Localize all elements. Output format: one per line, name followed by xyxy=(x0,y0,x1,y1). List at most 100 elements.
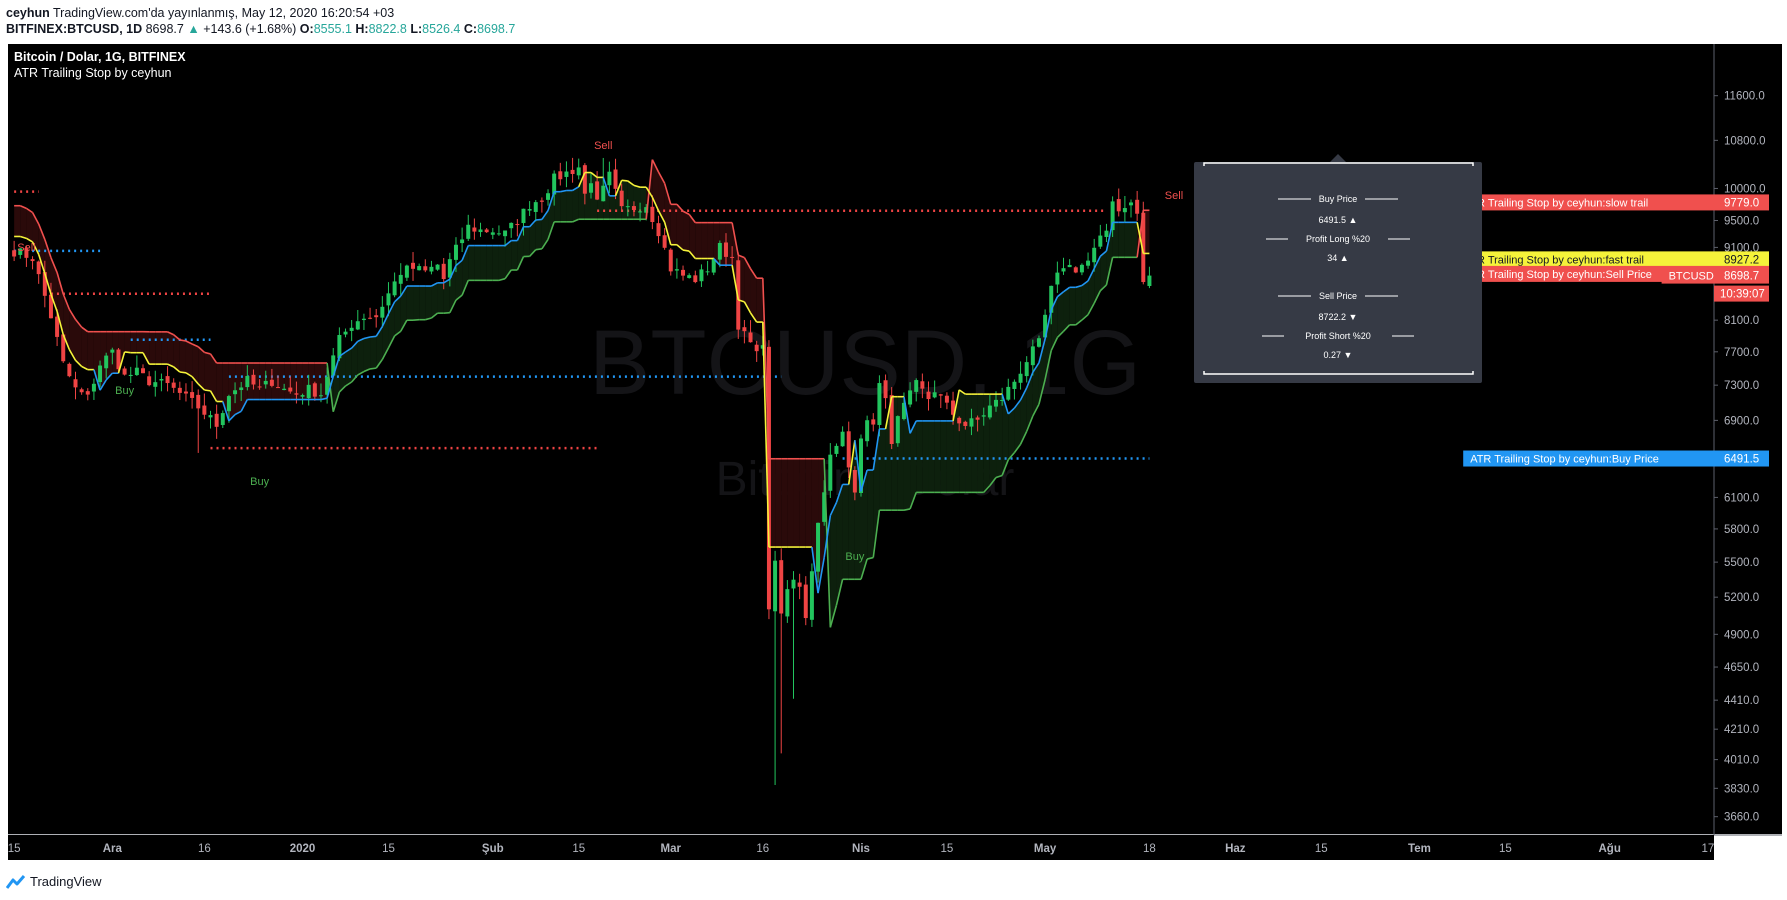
trail-fill xyxy=(468,245,475,281)
fast-trail-segment xyxy=(351,340,359,349)
candle-body xyxy=(1122,208,1127,213)
time-tick-label: 15 xyxy=(382,843,395,855)
price-tags: ATR Trailing Stop by ceyhun:slow trail 97… xyxy=(1456,194,1769,467)
price-chart[interactable]: BTCUSD, 1G Bitcoin / Dolar SellBuyBuySel… xyxy=(0,42,1787,868)
fast-trail-segment xyxy=(191,376,199,385)
trail-fill xyxy=(1057,291,1064,338)
fast-trail-segment xyxy=(234,410,242,416)
trail-fill xyxy=(210,353,217,402)
fast-trail-segment xyxy=(332,356,341,377)
trail-fill xyxy=(1020,387,1027,445)
trail-fill xyxy=(548,191,555,240)
fast-trail-segment xyxy=(663,221,672,245)
fast-trail-segment xyxy=(1136,222,1145,254)
high-value: 8822.8 xyxy=(368,22,407,36)
candle-body xyxy=(816,522,821,572)
price-tag-label-bg xyxy=(1456,251,1714,268)
candle-body xyxy=(681,269,686,276)
price-tag-value-bg xyxy=(1714,251,1769,268)
candle-body xyxy=(466,224,471,239)
price-tick-label: 5800.0 xyxy=(1724,524,1759,536)
sell-price-value: 8722.2 ▼ xyxy=(1319,312,1358,322)
sell-price-label: Sell Price xyxy=(1319,291,1357,301)
candle-body xyxy=(355,321,360,330)
candle-body xyxy=(901,402,906,420)
candle-body xyxy=(269,379,274,386)
price-tag-label: ATR Trailing Stop by ceyhun:Sell Price xyxy=(1464,269,1652,281)
slow-trail-segment xyxy=(185,340,193,345)
slow-trail-segment xyxy=(381,347,390,360)
slow-trail-segment xyxy=(645,159,654,220)
trail-fill xyxy=(278,363,285,400)
trail-fill xyxy=(1075,285,1082,325)
slow-trail-segment xyxy=(400,319,408,332)
candle-body xyxy=(282,388,287,391)
candle-body xyxy=(36,261,41,275)
fast-trail-segment xyxy=(682,249,690,252)
candle-body xyxy=(644,207,649,213)
candle-body xyxy=(85,391,90,395)
trail-fill xyxy=(437,282,444,314)
trail-fill xyxy=(640,187,647,220)
price-tag-label-bg xyxy=(1456,194,1714,211)
trail-fill xyxy=(1008,408,1015,460)
slow-trail-segment xyxy=(547,221,555,240)
trail-fill xyxy=(370,336,377,369)
slow-trail-segment xyxy=(688,213,696,224)
candle-body xyxy=(1012,381,1017,389)
candle-body xyxy=(300,395,305,397)
candle-body xyxy=(1129,202,1134,206)
price-tick-label: 4410.0 xyxy=(1724,695,1759,707)
price-axis[interactable] xyxy=(1714,44,1782,834)
candle-body xyxy=(607,171,612,186)
tradingview-footer[interactable]: TradingView xyxy=(6,874,102,889)
candle-body xyxy=(693,275,698,283)
slow-trail-segment xyxy=(823,458,832,628)
legend-title[interactable]: Bitcoin / Dolar, 1G, BITFINEX xyxy=(14,50,186,64)
slow-trail-segment xyxy=(866,556,874,560)
author-name[interactable]: ceyhun xyxy=(6,6,50,20)
candle-body xyxy=(889,395,894,444)
slow-trail-segment xyxy=(743,257,752,270)
candle-body xyxy=(1116,199,1121,212)
candle-body xyxy=(503,230,508,237)
fast-trail-segment xyxy=(529,219,537,228)
fast-trail-segment xyxy=(560,189,567,193)
candle-body xyxy=(754,344,759,352)
profit-short-value: 0.27 ▼ xyxy=(1324,350,1353,360)
fast-trail-segment xyxy=(449,265,457,280)
trail-fill xyxy=(523,226,530,257)
candle-body xyxy=(104,355,109,369)
legend-indicator[interactable]: ATR Trailing Stop by ceyhun xyxy=(14,66,172,80)
candle-body xyxy=(306,384,311,399)
trail-fill xyxy=(198,346,205,390)
trail-fill xyxy=(511,240,518,271)
trail-fill xyxy=(940,420,947,493)
fast-trail-segment xyxy=(320,397,328,401)
trail-fill xyxy=(388,301,395,348)
candle-body xyxy=(828,454,833,491)
trail-fill xyxy=(1112,222,1119,258)
fast-trail-segment xyxy=(461,245,469,261)
trail-fill xyxy=(1088,268,1095,315)
fast-trail-segment xyxy=(1032,362,1040,373)
candle-body xyxy=(613,169,618,189)
candle-body xyxy=(736,260,741,330)
fast-trail-segment xyxy=(357,337,365,343)
trail-lines-layer xyxy=(14,159,1150,628)
trail-fill xyxy=(363,336,371,372)
price-tick-label: 4010.0 xyxy=(1724,755,1759,767)
trail-fill xyxy=(879,428,886,511)
price-tick-label: 7300.0 xyxy=(1724,380,1759,392)
price-tag-label-bg xyxy=(1456,265,1714,282)
candle-body xyxy=(723,242,728,257)
candle-body xyxy=(1110,201,1115,231)
time-axis[interactable] xyxy=(8,835,1714,860)
slow-trail-segment xyxy=(1087,302,1095,316)
candle-body xyxy=(190,392,195,398)
candle-body xyxy=(484,229,489,233)
slow-trail-segment xyxy=(68,308,77,320)
fast-trail-segment xyxy=(829,502,838,516)
candle-body xyxy=(380,306,385,318)
fast-trail-segment xyxy=(884,396,893,430)
